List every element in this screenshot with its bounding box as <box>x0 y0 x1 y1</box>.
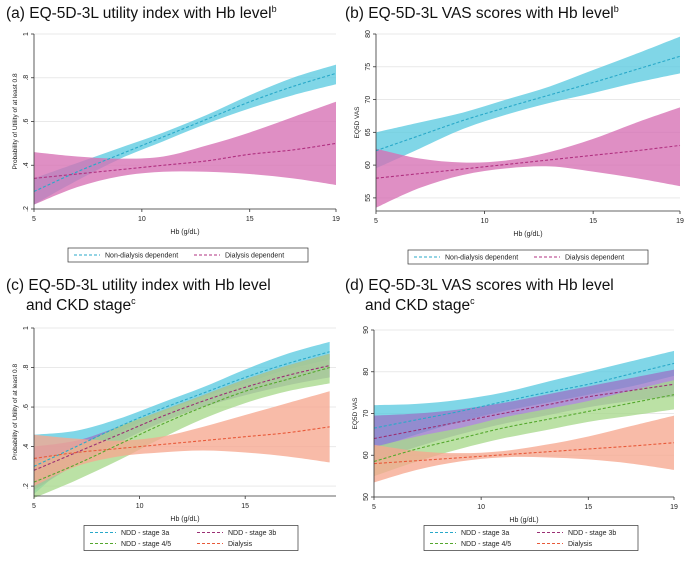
title-text-d: (d) EQ-5D-3L VAS scores with Hb level <box>345 277 614 294</box>
legend-label: Dialysis dependent <box>565 254 624 261</box>
series-line-ndd-stage-4-5 <box>33 367 330 483</box>
series-line-non-dialysis-dependent <box>33 72 337 193</box>
x-tick-label: 10 <box>136 503 144 510</box>
legend-label: NDD - stage 3a <box>121 530 169 537</box>
x-tick-label: 10 <box>138 216 146 223</box>
legend-box <box>423 525 639 551</box>
legend-label: Dialysis <box>568 541 593 548</box>
x-tick-label: 5 <box>32 503 36 510</box>
title-line2-d: and CKD stage <box>365 297 471 314</box>
y-axis-title: EQ5D VAS <box>354 106 361 139</box>
x-tick-label: 15 <box>589 218 597 225</box>
y-tick-label: 90 <box>363 326 370 334</box>
y-tick-label: 60 <box>365 161 372 169</box>
legend-label: NDD - stage 3a <box>461 530 509 537</box>
legend-label: Non-dialysis dependent <box>105 252 178 259</box>
series-line-ndd-stage-3a <box>33 351 330 467</box>
title-sup-a: b <box>271 3 277 14</box>
x-tick-label: 19 <box>676 218 684 225</box>
series-line-dialysis <box>373 442 675 465</box>
y-tick-label: .4 <box>23 444 30 450</box>
y-tick-label: 80 <box>363 368 370 376</box>
y-axis-title: EQ5D VAS <box>352 397 359 430</box>
y-tick-label: .6 <box>23 404 30 410</box>
series-line-dialysis-dependent <box>33 142 337 179</box>
title-text-b: (b) EQ-5D-3L VAS scores with Hb level <box>345 5 614 22</box>
ci-band-ndd-stage-3a <box>34 341 330 495</box>
y-tick-label: 1 <box>23 326 30 330</box>
y-tick-label: 75 <box>365 63 372 71</box>
y-tick-label: 70 <box>365 96 372 104</box>
panel-title-b: (b) EQ-5D-3L VAS scores with Hb levelb <box>345 4 619 24</box>
legend-label: NDD - stage 4/5 <box>121 541 171 548</box>
series-line-dialysis-dependent <box>375 144 681 179</box>
title-sup-d: c <box>470 295 475 306</box>
y-tick-label: .8 <box>23 75 30 81</box>
x-axis-title: Hb (g/dL) <box>509 517 538 524</box>
panel-title-d: (d) EQ-5D-3L VAS scores with Hb level an… <box>345 276 614 316</box>
y-tick-label: 50 <box>363 493 370 501</box>
series-line-ndd-stage-3b <box>33 365 330 471</box>
chart-b: 55 60 65 70 75 80 5 10 15 19 Hb (g/dL) EQ5D VAS Non-… <box>354 30 684 265</box>
ci-band-dialysis <box>34 391 330 487</box>
legend-box <box>83 525 299 551</box>
y-tick-label: 1 <box>23 32 30 36</box>
y-tick-label: 65 <box>365 128 372 136</box>
legend-label: NDD - stage 3b <box>228 530 276 537</box>
y-tick-label: 60 <box>363 451 370 459</box>
x-tick-label: 5 <box>32 216 36 223</box>
title-sup-c: c <box>131 295 136 306</box>
ci-band-non-dialysis-dependent <box>34 64 336 205</box>
ci-band-non-dialysis-dependent <box>376 36 680 169</box>
series-line-ndd-stage-3a <box>373 362 675 429</box>
x-tick-label: 19 <box>332 216 340 223</box>
ci-band-dialysis <box>374 415 674 483</box>
legend-label: Non-dialysis dependent <box>445 254 518 261</box>
series-line-dialysis <box>33 426 330 459</box>
chart-d: 50 60 70 80 90 5 10 15 19 Hb (g/dL) EQ5D VAS NDD - … <box>352 326 678 551</box>
y-tick-label: 70 <box>363 410 370 418</box>
y-tick-label: 55 <box>365 194 372 202</box>
x-axis-title: Hb (g/dL) <box>170 516 199 523</box>
x-tick-label: 15 <box>241 503 249 510</box>
y-axis-title: Probability of Utility of at least 0.8 <box>12 73 19 169</box>
title-text-a: (a) EQ-5D-3L utility index with Hb level <box>6 5 272 22</box>
x-tick-label: 5 <box>374 218 378 225</box>
legend-box <box>407 249 649 265</box>
title-sup-b: b <box>613 3 619 14</box>
title-line2-c: and CKD stage <box>26 297 132 314</box>
x-tick-label: 10 <box>477 504 485 511</box>
panel-title-c: (c) EQ-5D-3L utility index with Hb level… <box>6 276 271 316</box>
x-tick-label: 19 <box>670 504 678 511</box>
legend-label: Dialysis <box>228 541 253 548</box>
title-text-c: (c) EQ-5D-3L utility index with Hb level <box>6 277 271 294</box>
ci-band-ndd-stage-4-5 <box>374 380 674 477</box>
y-axis-title: Probability of Utility of at least 0.8 <box>12 364 19 460</box>
legend-box <box>67 247 309 263</box>
y-tick-label: .8 <box>23 365 30 371</box>
legend-label: NDD - stage 3b <box>568 530 616 537</box>
x-tick-label: 15 <box>584 504 592 511</box>
y-tick-label: .2 <box>23 206 30 212</box>
x-axis-title: Hb (g/dL) <box>513 231 542 238</box>
legend-label: Dialysis dependent <box>225 252 284 259</box>
ci-band-dialysis-dependent <box>34 101 336 205</box>
x-tick-label: 10 <box>481 218 489 225</box>
x-axis-title: Hb (g/dL) <box>170 229 199 236</box>
legend-label: NDD - stage 4/5 <box>461 541 511 548</box>
y-tick-label: 80 <box>365 30 372 38</box>
x-tick-label: 15 <box>246 216 254 223</box>
y-tick-label: .4 <box>23 162 30 168</box>
x-tick-label: 5 <box>372 504 376 511</box>
series-line-ndd-stage-3b <box>373 383 675 440</box>
y-tick-label: .6 <box>23 118 30 124</box>
y-tick-label: .2 <box>23 483 30 489</box>
series-line-ndd-stage-4-5 <box>373 394 675 463</box>
ci-band-ndd-stage-4-5 <box>34 353 330 498</box>
panel-title-a: (a) EQ-5D-3L utility index with Hb level… <box>6 4 277 24</box>
ci-band-dialysis-dependent <box>376 107 680 208</box>
